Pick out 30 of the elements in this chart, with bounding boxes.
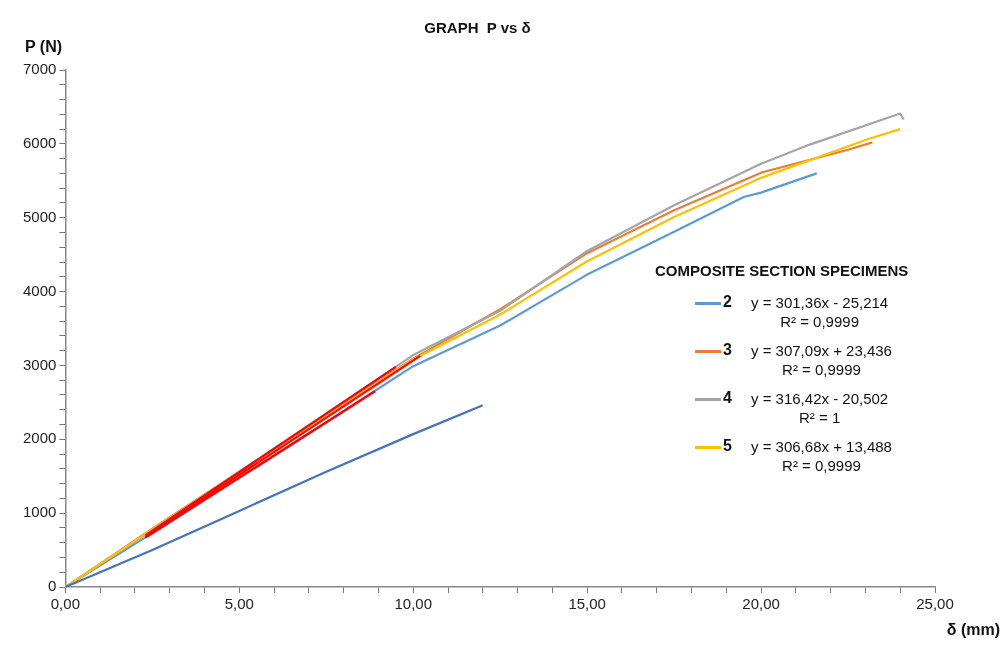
annotation: R² = 0,9999 — [781, 456, 862, 475]
x-tick-label: 0,00 — [50, 595, 80, 613]
annotation: y = 306,68x + 13,488 — [751, 437, 892, 456]
x-tick-label: 15,00 — [568, 595, 606, 613]
y-tick-label: 2000 — [22, 429, 57, 447]
legend-label: 3 — [722, 341, 733, 359]
y-tick-label: 1000 — [22, 503, 57, 521]
y-tick-label: 7000 — [22, 60, 57, 78]
y-tick-label: 0 — [48, 577, 57, 595]
x-axis-title: δ (mm) — [946, 621, 1000, 639]
x-tick-label: 5,00 — [224, 595, 254, 613]
legend-title: COMPOSITE SECTION SPECIMENS — [655, 262, 909, 279]
y-tick-label: 5000 — [22, 207, 57, 225]
chart-title: GRAPH P vs δ — [424, 19, 531, 37]
annotation: y = 316,42x - 20,502 — [751, 389, 889, 408]
x-tick-label: 20,00 — [742, 595, 780, 613]
legend-label: 2 — [722, 293, 733, 311]
legend-label: 4 — [722, 389, 733, 407]
annotation: R² = 1 — [797, 408, 842, 427]
y-axis-title: P (N) — [25, 38, 63, 56]
y-tick-label: 6000 — [22, 134, 57, 151]
y-tick-label: 3000 — [22, 355, 57, 373]
annotation: R² = 0,9999 — [779, 312, 860, 331]
x-tick-label: 25,00 — [916, 595, 954, 613]
y-tick-label: 4000 — [22, 281, 57, 299]
x-tick-label: 10,00 — [394, 595, 432, 613]
annotation: y = 307,09x + 23,436 — [751, 341, 892, 360]
annotation: y = 301,36x - 25,214 — [751, 293, 889, 312]
legend-label: 5 — [722, 437, 733, 455]
annotation: R² = 0,9999 — [781, 360, 862, 379]
